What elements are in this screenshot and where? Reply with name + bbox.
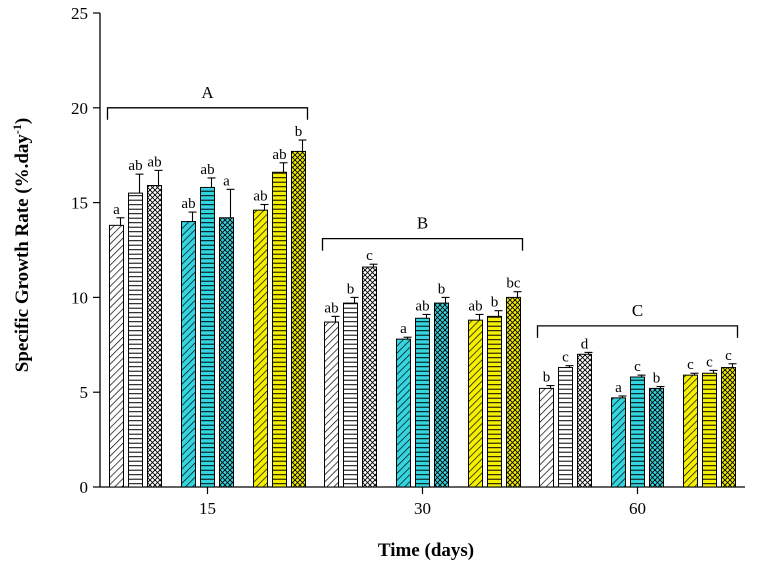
significance-label: a	[400, 321, 407, 337]
significance-label: c	[366, 248, 373, 264]
group-bracket	[106, 107, 309, 120]
significance-label: c	[687, 357, 694, 373]
group-bracket-label: A	[201, 83, 214, 102]
bars-layer	[109, 139, 737, 488]
bar	[291, 150, 306, 488]
significance-label: ab	[324, 300, 338, 316]
bar	[434, 302, 449, 488]
significance-label: c	[562, 350, 569, 366]
y-axis-title-main: Specific Growth Rate (%.day	[12, 134, 33, 373]
significance-label: b	[295, 124, 303, 140]
group-brackets-layer: A B C	[106, 83, 739, 338]
y-axis-title: Specific Growth Rate (%.day-1)	[10, 118, 33, 373]
significance-label: d	[581, 336, 589, 352]
bar	[506, 296, 521, 488]
bar	[181, 221, 196, 488]
bar	[415, 317, 430, 488]
y-tick-label: 15	[71, 194, 88, 213]
x-tick-label: 15	[199, 499, 216, 518]
bar	[219, 217, 234, 488]
bar	[362, 266, 377, 488]
group-bracket-label: C	[632, 301, 643, 320]
bar	[702, 372, 717, 488]
bar	[539, 387, 554, 488]
significance-label: a	[113, 202, 120, 218]
x-axis-title: Time (days)	[378, 540, 474, 561]
significance-label: a	[615, 380, 622, 396]
bar	[253, 209, 268, 488]
significance-label: c	[725, 348, 732, 364]
significance-label: c	[706, 354, 713, 370]
bar	[324, 321, 339, 488]
y-axis-title-suffix: )	[12, 118, 33, 124]
y-tick-label: 5	[80, 383, 89, 402]
bar	[272, 171, 287, 488]
bar	[147, 185, 162, 488]
significance-label: ab	[147, 154, 161, 170]
bar	[200, 186, 215, 488]
y-axis-title-superscript: -1	[10, 124, 24, 134]
x-tick-label: 30	[414, 499, 431, 518]
bar	[649, 387, 664, 488]
bar	[487, 315, 502, 488]
group-bracket	[321, 237, 524, 251]
y-tick-label: 25	[71, 4, 88, 23]
bar	[683, 374, 698, 488]
group-bracket-label: B	[417, 214, 428, 233]
significance-label: ab	[128, 158, 142, 174]
bar	[558, 367, 573, 488]
y-tick-label: 20	[71, 99, 88, 118]
significance-label: b	[491, 295, 499, 311]
significance-label: bc	[506, 276, 521, 292]
significance-label: b	[543, 370, 551, 386]
bar	[468, 319, 483, 488]
bar	[630, 376, 645, 488]
bar	[721, 367, 736, 488]
bar	[128, 192, 143, 488]
significance-label: ab	[415, 298, 429, 314]
bar	[396, 338, 411, 488]
y-tick-label: 10	[71, 288, 88, 307]
y-tick-label: 0	[80, 478, 89, 497]
bar	[343, 302, 358, 488]
significance-label: b	[347, 281, 355, 297]
significance-label: b	[653, 371, 661, 387]
significance-label: ab	[253, 188, 267, 204]
significance-label: b	[438, 281, 446, 297]
significance-label: c	[634, 359, 641, 375]
significance-label: ab	[200, 162, 214, 178]
bar	[611, 397, 626, 488]
group-bracket	[536, 325, 739, 338]
bar	[109, 224, 124, 488]
significance-label: ab	[468, 298, 482, 314]
significance-label: ab	[272, 147, 286, 163]
x-tick-label: 60	[629, 499, 646, 518]
significance-label: a	[223, 173, 230, 189]
significance-label: ab	[181, 196, 195, 212]
bar	[577, 353, 592, 488]
